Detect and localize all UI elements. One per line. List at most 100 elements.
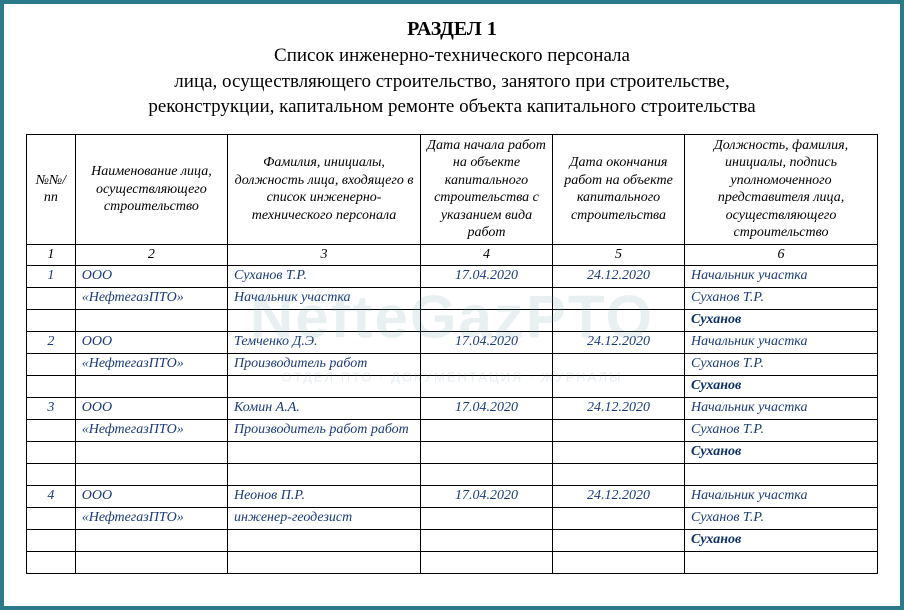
- cell-empty: [420, 287, 552, 309]
- cell-org: «НефтегазПТО»: [75, 287, 227, 309]
- cell-org: ООО: [75, 397, 227, 419]
- table-row: 3ОООКомин А.А.17.04.202024.12.2020Началь…: [27, 397, 878, 419]
- table-row: 1ОООСуханов Т.Р.17.04.202024.12.2020Нача…: [27, 265, 878, 287]
- cell-empty: [75, 463, 227, 485]
- table-row: Суханов: [27, 309, 878, 331]
- table-row-blank: [27, 551, 878, 573]
- cell-num: 3: [27, 397, 76, 419]
- header-5: Должность, фамилия, инициалы, подпись уп…: [685, 134, 878, 244]
- cell-resp: Суханов Т.Р.: [685, 353, 878, 375]
- header-4: Дата окончания работ на объекте капиталь…: [553, 134, 685, 244]
- cell-resp: Суханов Т.Р.: [685, 507, 878, 529]
- cell-empty: [420, 441, 552, 463]
- table-row: «НефтегазПТО»инженер-геодезист Суханов Т.…: [27, 507, 878, 529]
- colnum-2: 3: [228, 244, 421, 265]
- colnum-4: 5: [553, 244, 685, 265]
- cell-empty: [553, 375, 685, 397]
- cell-name: Комин А.А.: [228, 397, 421, 419]
- heading-line3: реконструкции, капитальном ремонте объек…: [26, 94, 878, 120]
- cell-empty: [75, 551, 227, 573]
- colnum-3: 4: [420, 244, 552, 265]
- header-1: Наименование лица, осуществляющего строи…: [75, 134, 227, 244]
- cell-empty: [27, 309, 76, 331]
- cell-empty: [75, 529, 227, 551]
- table-row: «НефтегазПТО»Производитель работ Суханов …: [27, 353, 878, 375]
- header-row: №№/ пп Наименование лица, осуществляющег…: [27, 134, 878, 244]
- cell-empty: [27, 551, 76, 573]
- document-heading: РАЗДЕЛ 1 Список инженерно-технического п…: [26, 16, 878, 120]
- cell-empty: [553, 507, 685, 529]
- cell-empty: [420, 375, 552, 397]
- cell-org: ООО: [75, 265, 227, 287]
- cell-org: ООО: [75, 331, 227, 353]
- cell-empty: [27, 287, 76, 309]
- cell-empty: [420, 507, 552, 529]
- cell-empty: [27, 463, 76, 485]
- cell-empty: [27, 441, 76, 463]
- cell-empty: [27, 529, 76, 551]
- header-0: №№/ пп: [27, 134, 76, 244]
- cell-empty: [228, 463, 421, 485]
- cell-date-start: 17.04.2020: [420, 485, 552, 507]
- cell-position: Начальник участка: [228, 287, 421, 309]
- cell-resp: Начальник участка: [685, 485, 878, 507]
- heading-title: РАЗДЕЛ 1: [26, 16, 878, 43]
- table-row-blank: [27, 463, 878, 485]
- table-row: 4ОООНеонов П.Р.17.04.202024.12.2020Начал…: [27, 485, 878, 507]
- cell-org: «НефтегазПТО»: [75, 507, 227, 529]
- cell-empty: [553, 353, 685, 375]
- cell-empty: [228, 551, 421, 573]
- cell-signature: Суханов: [685, 529, 878, 551]
- personnel-table: №№/ пп Наименование лица, осуществляющег…: [26, 134, 878, 574]
- cell-name: Суханов Т.Р.: [228, 265, 421, 287]
- cell-num: 4: [27, 485, 76, 507]
- cell-date-end: 24.12.2020: [553, 331, 685, 353]
- colnum-1: 2: [75, 244, 227, 265]
- cell-num: 2: [27, 331, 76, 353]
- cell-date-start: 17.04.2020: [420, 265, 552, 287]
- column-number-row: 1 2 3 4 5 6: [27, 244, 878, 265]
- table-row: Суханов: [27, 441, 878, 463]
- cell-empty: [420, 353, 552, 375]
- colnum-0: 1: [27, 244, 76, 265]
- cell-empty: [553, 441, 685, 463]
- colnum-5: 6: [685, 244, 878, 265]
- cell-num: 1: [27, 265, 76, 287]
- cell-empty: [685, 463, 878, 485]
- cell-resp: Начальник участка: [685, 331, 878, 353]
- cell-resp: Суханов Т.Р.: [685, 419, 878, 441]
- cell-empty: [228, 375, 421, 397]
- cell-resp: Начальник участка: [685, 397, 878, 419]
- cell-empty: [228, 441, 421, 463]
- cell-empty: [553, 529, 685, 551]
- cell-position: инженер-геодезист: [228, 507, 421, 529]
- cell-org: «НефтегазПТО»: [75, 353, 227, 375]
- table-row: 2ОООТемченко Д.Э.17.04.202024.12.2020Нач…: [27, 331, 878, 353]
- cell-name: Неонов П.Р.: [228, 485, 421, 507]
- cell-org: ООО: [75, 485, 227, 507]
- table-row: «НефтегазПТО»Начальник участкаСуханов Т.…: [27, 287, 878, 309]
- table-row: Суханов: [27, 375, 878, 397]
- cell-position: Производитель работ: [228, 353, 421, 375]
- cell-empty: [553, 287, 685, 309]
- cell-date-end: 24.12.2020: [553, 485, 685, 507]
- cell-empty: [27, 353, 76, 375]
- cell-empty: [553, 463, 685, 485]
- cell-empty: [420, 419, 552, 441]
- cell-resp: Начальник участка: [685, 265, 878, 287]
- cell-date-end: 24.12.2020: [553, 397, 685, 419]
- cell-empty: [685, 551, 878, 573]
- heading-line1: Список инженерно-технического персонала: [26, 43, 878, 69]
- heading-line2: лица, осуществляющего строительство, зан…: [26, 69, 878, 95]
- cell-empty: [75, 375, 227, 397]
- cell-date-start: 17.04.2020: [420, 397, 552, 419]
- cell-signature: Суханов: [685, 441, 878, 463]
- cell-empty: [75, 309, 227, 331]
- table-row: Суханов: [27, 529, 878, 551]
- header-3: Дата начала работ на объекте капитальног…: [420, 134, 552, 244]
- document-page: NefteGazPTO ОТДЕЛ ПТО · ДОКУМЕНТАЦИЯ · Ж…: [0, 0, 904, 610]
- cell-empty: [420, 529, 552, 551]
- cell-empty: [553, 309, 685, 331]
- cell-empty: [228, 309, 421, 331]
- cell-signature: Суханов: [685, 375, 878, 397]
